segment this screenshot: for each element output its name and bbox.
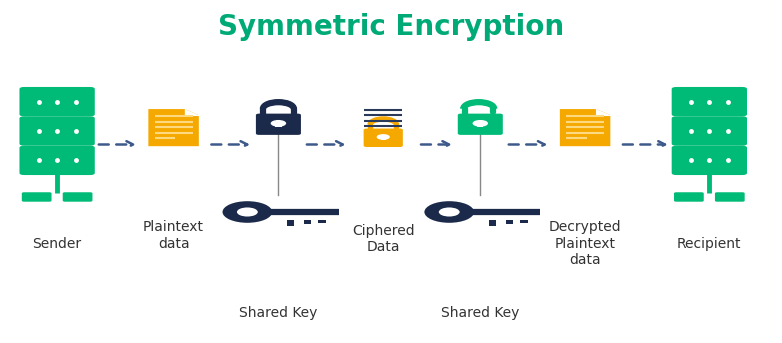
Text: Sender: Sender — [33, 237, 81, 251]
Polygon shape — [358, 102, 408, 140]
FancyBboxPatch shape — [256, 114, 301, 135]
Circle shape — [271, 120, 286, 127]
Circle shape — [223, 201, 272, 223]
Circle shape — [237, 208, 258, 216]
Bar — [303, 220, 311, 224]
FancyBboxPatch shape — [364, 129, 403, 147]
FancyBboxPatch shape — [457, 114, 503, 135]
Text: Symmetric Encryption: Symmetric Encryption — [218, 13, 564, 41]
Circle shape — [439, 208, 460, 216]
FancyBboxPatch shape — [63, 192, 92, 202]
Circle shape — [425, 201, 474, 223]
Text: Recipient: Recipient — [677, 237, 741, 251]
Bar — [287, 220, 295, 226]
Text: Plaintext
data: Plaintext data — [143, 221, 204, 251]
FancyBboxPatch shape — [672, 116, 747, 146]
Bar — [520, 220, 528, 223]
Text: Shared Key: Shared Key — [239, 306, 317, 320]
FancyBboxPatch shape — [22, 192, 52, 202]
Circle shape — [377, 134, 390, 140]
FancyBboxPatch shape — [715, 192, 744, 202]
Circle shape — [472, 120, 488, 127]
Text: Shared Key: Shared Key — [441, 306, 519, 320]
FancyBboxPatch shape — [20, 146, 95, 175]
Polygon shape — [185, 109, 199, 115]
Bar — [381, 137, 386, 140]
Text: Ciphered
Data: Ciphered Data — [352, 224, 414, 254]
Bar — [489, 220, 497, 226]
Bar — [318, 220, 326, 223]
Polygon shape — [560, 109, 610, 146]
FancyBboxPatch shape — [672, 87, 747, 116]
Bar — [275, 123, 282, 127]
FancyBboxPatch shape — [672, 146, 747, 175]
Text: Decrypted
Plaintext
data: Decrypted Plaintext data — [549, 221, 622, 267]
Polygon shape — [394, 102, 408, 108]
Polygon shape — [149, 109, 199, 146]
Bar — [505, 220, 513, 224]
FancyBboxPatch shape — [674, 192, 704, 202]
FancyBboxPatch shape — [20, 87, 95, 116]
Bar — [477, 123, 483, 127]
Polygon shape — [597, 109, 610, 115]
FancyBboxPatch shape — [20, 116, 95, 146]
